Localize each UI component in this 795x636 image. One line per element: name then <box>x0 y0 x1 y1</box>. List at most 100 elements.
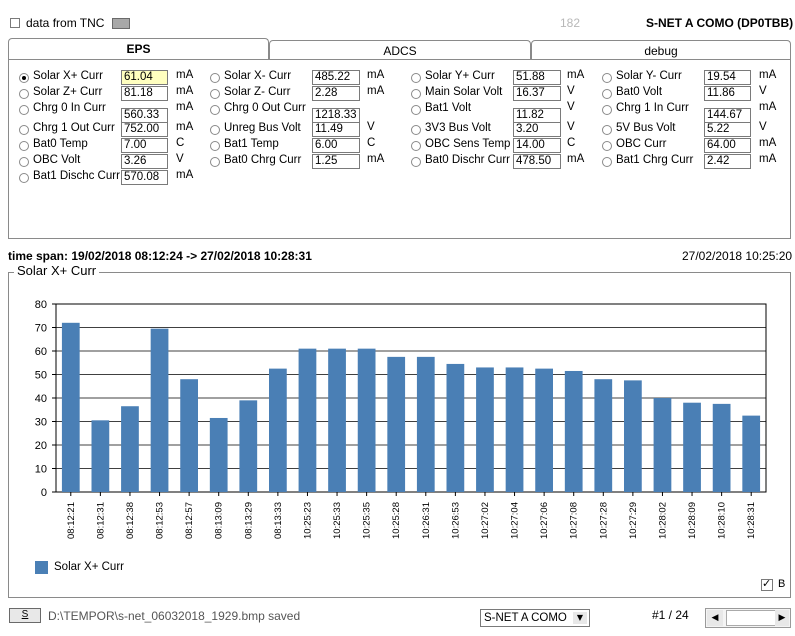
save-button[interactable]: S <box>9 608 41 623</box>
value-obc-volt: 3.26 <box>121 154 168 169</box>
radio-chrg-0-out-curr[interactable] <box>210 105 220 115</box>
radio-chrg-1-out-curr[interactable] <box>19 125 29 135</box>
b-checkbox-label: B <box>778 578 786 590</box>
label-solar-x-curr: Solar X+ Curr <box>33 70 103 82</box>
value-solar-y-curr: 19.54 <box>704 70 751 85</box>
label-solar-z-curr: Solar Z- Curr <box>224 86 291 98</box>
unit-main-solar-volt: V <box>567 85 575 97</box>
radio-bat1-chrg-curr[interactable] <box>602 157 612 167</box>
b-checkbox[interactable] <box>761 577 773 591</box>
radio-obc-volt[interactable] <box>19 157 29 167</box>
label-solar-z-curr: Solar Z+ Curr <box>33 86 103 98</box>
label-chrg-1-in-curr: Chrg 1 In Curr <box>616 102 689 114</box>
packet-counter: 182 <box>560 16 581 30</box>
unit-solar-z-curr: mA <box>367 85 385 97</box>
radio-bat1-dischc-curr[interactable] <box>19 173 29 183</box>
label-bat1-chrg-curr: Bat1 Chrg Curr <box>616 154 694 166</box>
value-solar-z-curr: 81.18 <box>121 86 168 101</box>
scroll-thumb[interactable] <box>726 610 776 626</box>
radio-bat0-dischr-curr[interactable] <box>411 157 421 167</box>
tab-adcs[interactable]: ADCS <box>269 40 531 60</box>
radio-obc-sens-temp[interactable] <box>411 141 421 151</box>
current-timestamp: 27/02/2018 10:25:20 <box>682 249 793 263</box>
unit-chrg-0-in-curr: mA <box>176 101 194 113</box>
value-bat1-volt: 11.82 <box>513 108 561 123</box>
scroll-left-icon[interactable]: ◀ <box>707 610 723 626</box>
value-solar-z-curr: 2.28 <box>312 86 360 101</box>
tnc-checkbox[interactable] <box>10 18 20 28</box>
unit-unreg-bus-volt: V <box>367 121 375 133</box>
radio-solar-x-curr[interactable] <box>19 73 29 83</box>
value-3v3-bus-volt: 3.20 <box>513 122 561 137</box>
value-bat1-dischc-curr: 570.08 <box>121 170 168 185</box>
radio-main-solar-volt[interactable] <box>411 89 421 99</box>
radio-obc-curr[interactable] <box>602 141 612 151</box>
radio-unreg-bus-volt[interactable] <box>210 125 220 135</box>
radio-solar-x-curr[interactable] <box>210 73 220 83</box>
radio-solar-z-curr[interactable] <box>19 89 29 99</box>
satellite-select[interactable]: S-NET A COMO ▼ <box>480 609 590 627</box>
unit-chrg-1-out-curr: mA <box>176 121 194 133</box>
value-chrg-0-out-curr: 1218.33 <box>312 108 360 123</box>
unit-5v-bus-volt: V <box>759 121 767 133</box>
value-bat0-dischr-curr: 478.50 <box>513 154 561 169</box>
value-bat0-chrg-curr: 1.25 <box>312 154 360 169</box>
label-obc-volt: OBC Volt <box>33 154 81 166</box>
unit-3v3-bus-volt: V <box>567 121 575 133</box>
label-solar-y-curr: Solar Y- Curr <box>616 70 682 82</box>
value-5v-bus-volt: 5.22 <box>704 122 751 137</box>
value-bat1-chrg-curr: 2.42 <box>704 154 751 169</box>
eps-panel: Solar X+ Curr 61.04 mA Solar Z+ Curr 81.18 mA… <box>8 59 791 239</box>
radio-bat0-chrg-curr[interactable] <box>210 157 220 167</box>
radio-solar-y-curr[interactable] <box>602 73 612 83</box>
label-unreg-bus-volt: Unreg Bus Volt <box>224 122 301 134</box>
radio-bat0-temp[interactable] <box>19 141 29 151</box>
value-bat1-temp: 6.00 <box>312 138 360 153</box>
value-solar-y-curr: 51.88 <box>513 70 561 85</box>
label-chrg-0-out-curr: Chrg 0 Out Curr <box>224 102 306 114</box>
tnc-indicator <box>112 18 130 29</box>
radio-bat0-volt[interactable] <box>602 89 612 99</box>
radio-chrg-1-in-curr[interactable] <box>602 105 612 115</box>
chevron-down-icon: ▼ <box>573 612 587 624</box>
radio-bat1-temp[interactable] <box>210 141 220 151</box>
radio-5v-bus-volt[interactable] <box>602 125 612 135</box>
unit-bat0-volt: V <box>759 85 767 97</box>
legend-swatch <box>35 561 48 574</box>
status-text: D:\TEMPOR\s-net_06032018_1929.bmp saved <box>48 609 301 623</box>
label-solar-x-curr: Solar X- Curr <box>224 70 292 82</box>
label-obc-curr: OBC Curr <box>616 138 667 150</box>
value-chrg-1-out-curr: 752.00 <box>121 122 168 137</box>
value-unreg-bus-volt: 11.49 <box>312 122 360 137</box>
label-bat1-dischc-curr: Bat1 Dischc Curr <box>33 170 120 182</box>
label-3v3-bus-volt: 3V3 Bus Volt <box>425 122 491 134</box>
label-bat0-volt: Bat0 Volt <box>616 86 663 98</box>
label-bat1-temp: Bat1 Temp <box>224 138 279 150</box>
value-bat0-temp: 7.00 <box>121 138 168 153</box>
unit-bat0-temp: C <box>176 137 185 149</box>
unit-bat1-chrg-curr: mA <box>759 153 777 165</box>
chart-group-title: Solar X+ Curr <box>14 263 100 278</box>
value-solar-x-curr: 61.04 <box>121 70 168 85</box>
value-solar-x-curr: 485.22 <box>312 70 360 85</box>
tnc-label: data from TNC <box>26 16 105 30</box>
label-bat0-chrg-curr: Bat0 Chrg Curr <box>224 154 302 166</box>
scroll-right-icon[interactable]: ▶ <box>775 610 789 626</box>
radio-solar-z-curr[interactable] <box>210 89 220 99</box>
unit-solar-z-curr: mA <box>176 85 194 97</box>
radio-3v3-bus-volt[interactable] <box>411 125 421 135</box>
radio-bat1-volt[interactable] <box>411 105 421 115</box>
value-bat0-volt: 11.86 <box>704 86 751 101</box>
unit-solar-x-curr: mA <box>176 69 194 81</box>
label-solar-y-curr: Solar Y+ Curr <box>425 70 495 82</box>
chart-group <box>8 272 791 598</box>
radio-chrg-0-in-curr[interactable] <box>19 105 29 115</box>
label-5v-bus-volt: 5V Bus Volt <box>616 122 676 134</box>
label-obc-sens-temp: OBC Sens Temp <box>425 138 511 150</box>
value-obc-curr: 64.00 <box>704 138 751 153</box>
tab-debug[interactable]: debug <box>531 40 791 60</box>
page-scrollbar[interactable]: ◀ ▶ <box>705 608 791 628</box>
label-bat1-volt: Bat1 Volt <box>425 102 472 114</box>
tab-eps[interactable]: EPS <box>8 38 269 60</box>
radio-solar-y-curr[interactable] <box>411 73 421 83</box>
